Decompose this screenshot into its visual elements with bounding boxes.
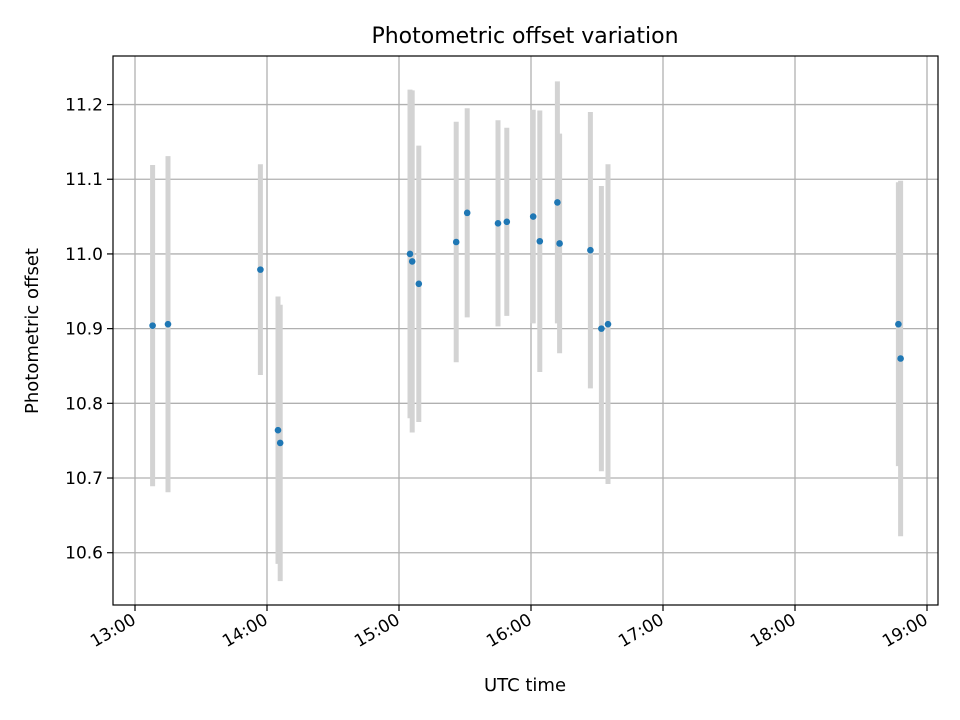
data-point [257, 266, 264, 273]
data-point [598, 325, 605, 332]
data-point [164, 320, 172, 328]
y-tick-label: 10.8 [65, 394, 103, 414]
data-point [452, 238, 460, 246]
y-axis-label: Photometric offset [22, 248, 43, 414]
y-tick-label: 11.0 [65, 245, 103, 265]
y-tick-label: 11.1 [65, 170, 103, 190]
data-point [536, 237, 544, 245]
data-point [529, 213, 537, 220]
data-point [494, 220, 502, 227]
data-point [604, 320, 612, 328]
data-point [149, 322, 156, 329]
y-tick-label: 10.7 [65, 469, 103, 489]
data-point [554, 199, 561, 206]
plot-frame [112, 55, 939, 606]
data-point [408, 258, 416, 265]
data-point [895, 320, 902, 328]
data-point [276, 439, 284, 447]
x-axis-label: UTC time [484, 675, 566, 696]
data-point [503, 218, 511, 226]
chart-title: Photometric offset variation [371, 24, 678, 49]
data-point [587, 246, 594, 254]
data-points [149, 199, 904, 447]
data-point [897, 355, 904, 362]
grid [113, 56, 938, 605]
y-tick-label: 11.2 [65, 96, 103, 116]
data-point [556, 240, 563, 247]
y-tick-label: 10.6 [65, 544, 103, 564]
data-point [274, 426, 282, 434]
data-point [415, 280, 423, 288]
data-point [463, 209, 471, 217]
y-axis-ticks: 10.6 10.7 10.8 10.9 11.0 11.1 11.2 [65, 96, 113, 564]
data-point [406, 250, 414, 258]
y-tick-label: 10.9 [65, 320, 103, 340]
